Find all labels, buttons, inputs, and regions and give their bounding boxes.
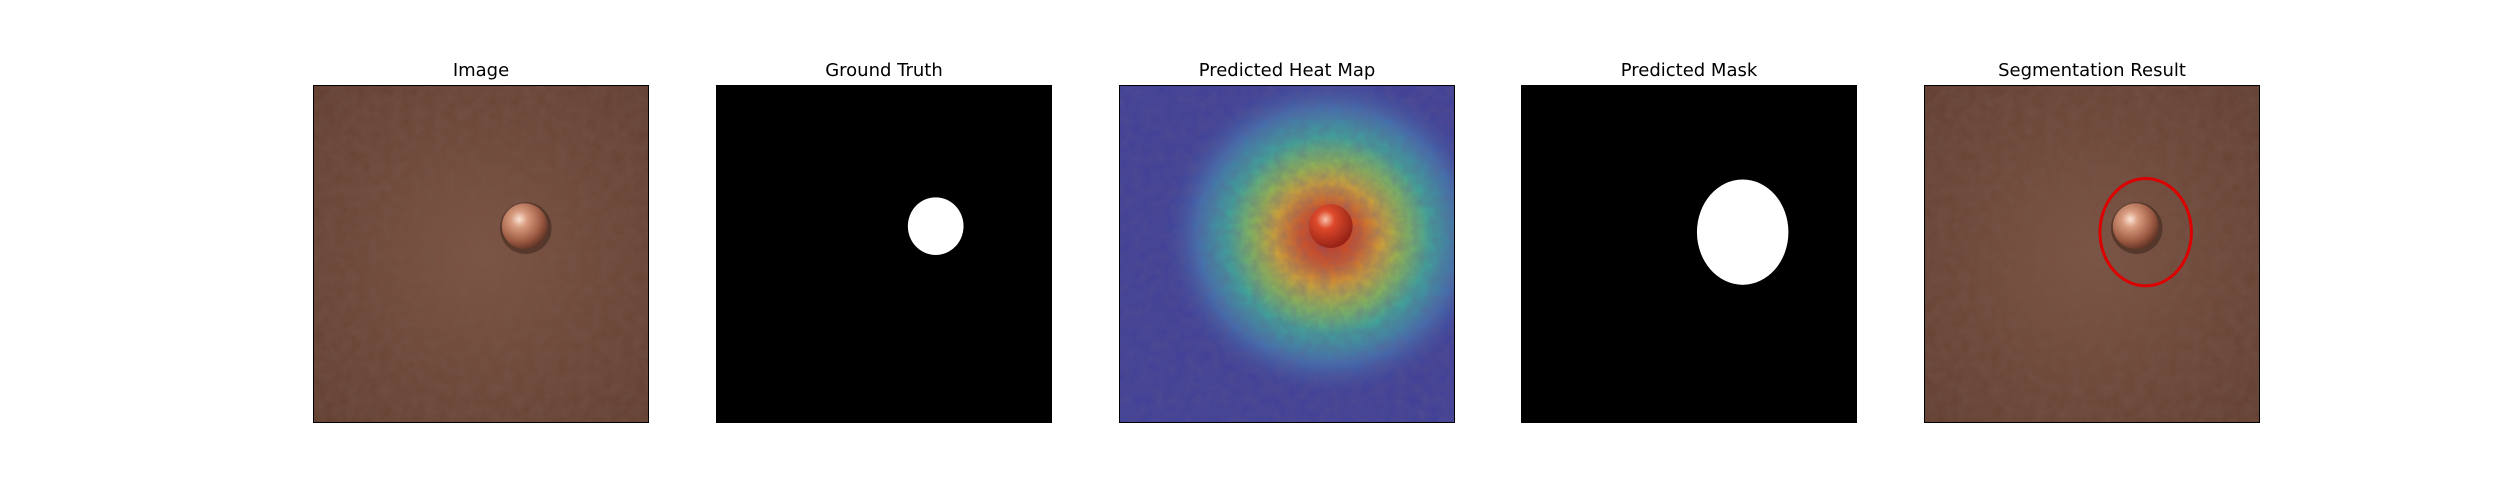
predicted-mask-blob [1696, 179, 1789, 285]
panel-title-ground-truth: Ground Truth [825, 60, 943, 81]
panel-title-predicted-mask: Predicted Mask [1620, 60, 1758, 81]
panel-title-image: Image [452, 60, 510, 81]
panel-title-heat-map: Predicted Heat Map [1198, 60, 1376, 81]
mask-background [717, 86, 1051, 422]
mask-background [1522, 86, 1856, 422]
segmentation-contour [2098, 176, 2193, 288]
predicted-mask-panel [1521, 85, 1857, 423]
leather-grain-texture [314, 86, 648, 422]
leather-photo [314, 86, 648, 422]
leather-grain-texture [1925, 86, 2259, 422]
ground-truth-panel [716, 85, 1052, 423]
panel-title-segmentation-result: Segmentation Result [1998, 60, 2186, 81]
heat-map-image [1120, 86, 1454, 422]
image-panel [313, 85, 649, 423]
segmentation-result-panel [1924, 85, 2260, 423]
heat-map-texture [1120, 86, 1454, 422]
predicted-mask [1522, 86, 1856, 422]
rivet-defect [501, 203, 548, 250]
segmentation-overlay [1925, 86, 2259, 422]
ground-truth-mask [717, 86, 1051, 422]
ground-truth-blob [907, 197, 964, 255]
heat-map-panel [1119, 85, 1455, 423]
rivet-defect [2112, 203, 2159, 250]
heat-map-rivet [1308, 204, 1353, 249]
